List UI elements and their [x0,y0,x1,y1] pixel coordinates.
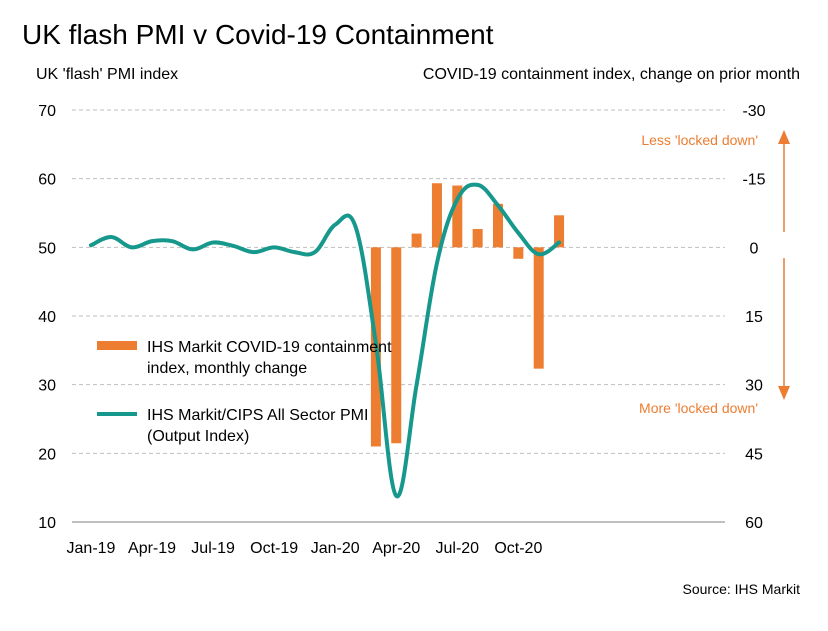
x-tick-label: Apr-19 [128,540,176,557]
annotation-less-locked-down: Less 'locked down' [641,132,758,148]
containment-bar [533,247,544,369]
left-tick-label: 30 [38,378,56,395]
left-tick-label: 60 [38,172,56,189]
x-tick-label: Jan-20 [311,540,360,557]
containment-bar [513,247,524,259]
chart-title: UK flash PMI v Covid-19 Containment [22,19,494,50]
right-tick-label: -30 [742,103,765,120]
x-tick-label: Oct-20 [494,540,542,557]
x-tick-label: Apr-20 [372,540,420,557]
legend-bars-label-1: IHS Markit COVID-19 containment [147,339,392,356]
gridlines [72,109,725,454]
right-tick-label: 15 [745,309,763,326]
x-tick-label: Jul-19 [191,540,235,557]
pmi-line [89,182,562,499]
right-tick-labels: -30 -15 0 15 30 45 60 [742,103,765,532]
left-tick-label: 10 [38,515,56,532]
right-tick-label: -15 [742,172,765,189]
arrow-down-icon [778,386,790,400]
containment-bar [391,247,402,444]
left-tick-label: 50 [38,240,56,257]
left-axis-label: UK 'flash' PMI index [36,66,178,83]
right-tick-label: 60 [745,515,763,532]
left-tick-label: 70 [38,103,56,120]
left-tick-label: 40 [38,309,56,326]
right-tick-label: 45 [745,446,763,463]
containment-bar [554,215,565,248]
containment-bar [452,185,463,248]
right-tick-label: 0 [750,240,759,257]
legend-bar-swatch [97,341,137,350]
arrow-up-icon [778,130,790,144]
containment-bar [431,183,442,248]
legend-bars-label-2: index, monthly change [147,360,307,377]
legend-line-label-2: (Output Index) [147,428,249,445]
x-tick-label: Jul-20 [436,540,480,557]
left-tick-label: 20 [38,446,56,463]
source-note: Source: IHS Markit [683,581,801,597]
right-tick-label: 30 [745,378,763,395]
x-tick-label: Oct-19 [250,540,298,557]
right-axis-label: COVID-19 containment index, change on pr… [423,66,800,83]
x-tick-label: Jan-19 [67,540,116,557]
containment-bar [411,233,422,248]
containment-bar [493,203,503,248]
containment-bars [370,183,565,447]
annotation-more-locked-down: More 'locked down' [639,400,758,416]
x-tick-labels: Jan-19 Apr-19 Jul-19 Oct-19 Jan-20 Apr-20 Jul-… [67,540,543,557]
left-tick-labels: 70 60 50 40 30 20 10 [38,103,56,532]
containment-bar [472,229,483,248]
legend-line-label-1: IHS Markit/CIPS All Sector PMI [147,407,368,424]
